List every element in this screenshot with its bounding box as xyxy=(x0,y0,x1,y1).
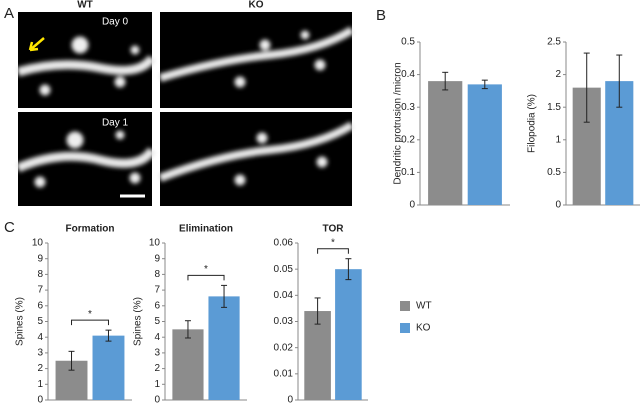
y-tick-label: 0.04 xyxy=(274,290,294,301)
y-tick-label: 6 xyxy=(154,300,160,311)
legend-label: KO xyxy=(416,323,431,334)
y-tick-label: 0 xyxy=(287,395,293,406)
column-label: WT xyxy=(77,0,93,11)
y-tick-label: 1.5 xyxy=(547,102,561,113)
y-tick-label: 8 xyxy=(154,269,160,280)
y-tick-label: 0 xyxy=(555,200,561,211)
y-tick-label: 0.3 xyxy=(401,102,415,113)
row-label: Day 1 xyxy=(102,118,129,129)
bar xyxy=(304,311,331,400)
y-tick-label: 0.2 xyxy=(401,134,415,145)
y-tick-label: 0.4 xyxy=(401,69,415,80)
y-axis-label: Spines (%) xyxy=(133,297,144,346)
y-tick-label: 0.01 xyxy=(274,368,294,379)
legend-swatch xyxy=(400,301,410,311)
y-tick-label: 0.03 xyxy=(274,316,294,327)
y-tick-label: 1 xyxy=(154,379,160,390)
y-tick-label: 0.02 xyxy=(274,342,294,353)
y-tick-label: 7 xyxy=(37,285,43,296)
y-tick-label: 2 xyxy=(154,363,160,374)
y-tick-label: 3 xyxy=(37,348,43,359)
bar xyxy=(92,335,125,400)
y-tick-label: 0.05 xyxy=(274,264,294,275)
y-tick-label: 7 xyxy=(154,285,160,296)
y-tick-label: 10 xyxy=(32,238,44,249)
legend-swatch xyxy=(400,323,410,333)
panel-label: C xyxy=(4,219,15,236)
y-tick-label: 1 xyxy=(555,134,561,145)
bar xyxy=(335,269,362,400)
y-tick-label: 0 xyxy=(154,395,160,406)
panel-label: A xyxy=(4,5,14,22)
dendrite xyxy=(16,26,355,188)
y-tick-label: 0 xyxy=(409,200,415,211)
chart-title: TOR xyxy=(323,224,345,235)
y-tick-label: 9 xyxy=(37,253,43,264)
y-tick-label: 10 xyxy=(149,238,161,249)
significance-label: * xyxy=(204,264,208,275)
y-axis-label: Dendritic protrusion /micron xyxy=(393,62,404,184)
significance-label: * xyxy=(331,237,335,248)
y-tick-label: 0 xyxy=(37,395,43,406)
y-tick-label: 5 xyxy=(37,316,43,327)
y-tick-label: 2.5 xyxy=(547,37,561,48)
y-tick-label: 0.06 xyxy=(274,238,294,249)
significance-bracket xyxy=(187,274,225,281)
micrograph xyxy=(18,12,152,108)
significance-bracket xyxy=(317,248,349,254)
y-tick-label: 8 xyxy=(37,269,43,280)
y-tick-label: 5 xyxy=(154,316,160,327)
panel-label: B xyxy=(376,7,386,24)
bar xyxy=(208,296,240,400)
y-axis-label: Spines (%) xyxy=(15,297,26,346)
y-tick-label: 6 xyxy=(37,300,43,311)
y-tick-label: 4 xyxy=(37,332,43,343)
y-tick-label: 2 xyxy=(555,69,561,80)
y-tick-label: 0.5 xyxy=(547,167,561,178)
y-tick-label: 4 xyxy=(154,332,160,343)
bar xyxy=(172,329,204,400)
chart-title: Elimination xyxy=(179,224,233,235)
y-axis-label: Filopodia (%) xyxy=(527,94,538,153)
row-label: Day 0 xyxy=(102,17,129,28)
bar xyxy=(467,84,502,205)
y-tick-label: 3 xyxy=(154,348,160,359)
legend-label: WT xyxy=(416,301,432,312)
y-tick-label: 0.5 xyxy=(401,37,415,48)
arrow xyxy=(28,37,45,52)
column-label: KO xyxy=(249,0,264,11)
bar xyxy=(428,81,463,205)
chart-title: Formation xyxy=(66,224,115,235)
significance-bracket xyxy=(71,319,109,326)
y-tick-label: 9 xyxy=(154,253,160,264)
y-tick-label: 0.1 xyxy=(401,167,415,178)
micrograph-group xyxy=(16,12,355,206)
significance-label: * xyxy=(88,309,92,320)
y-tick-label: 2 xyxy=(37,363,43,374)
y-tick-label: 1 xyxy=(37,379,43,390)
